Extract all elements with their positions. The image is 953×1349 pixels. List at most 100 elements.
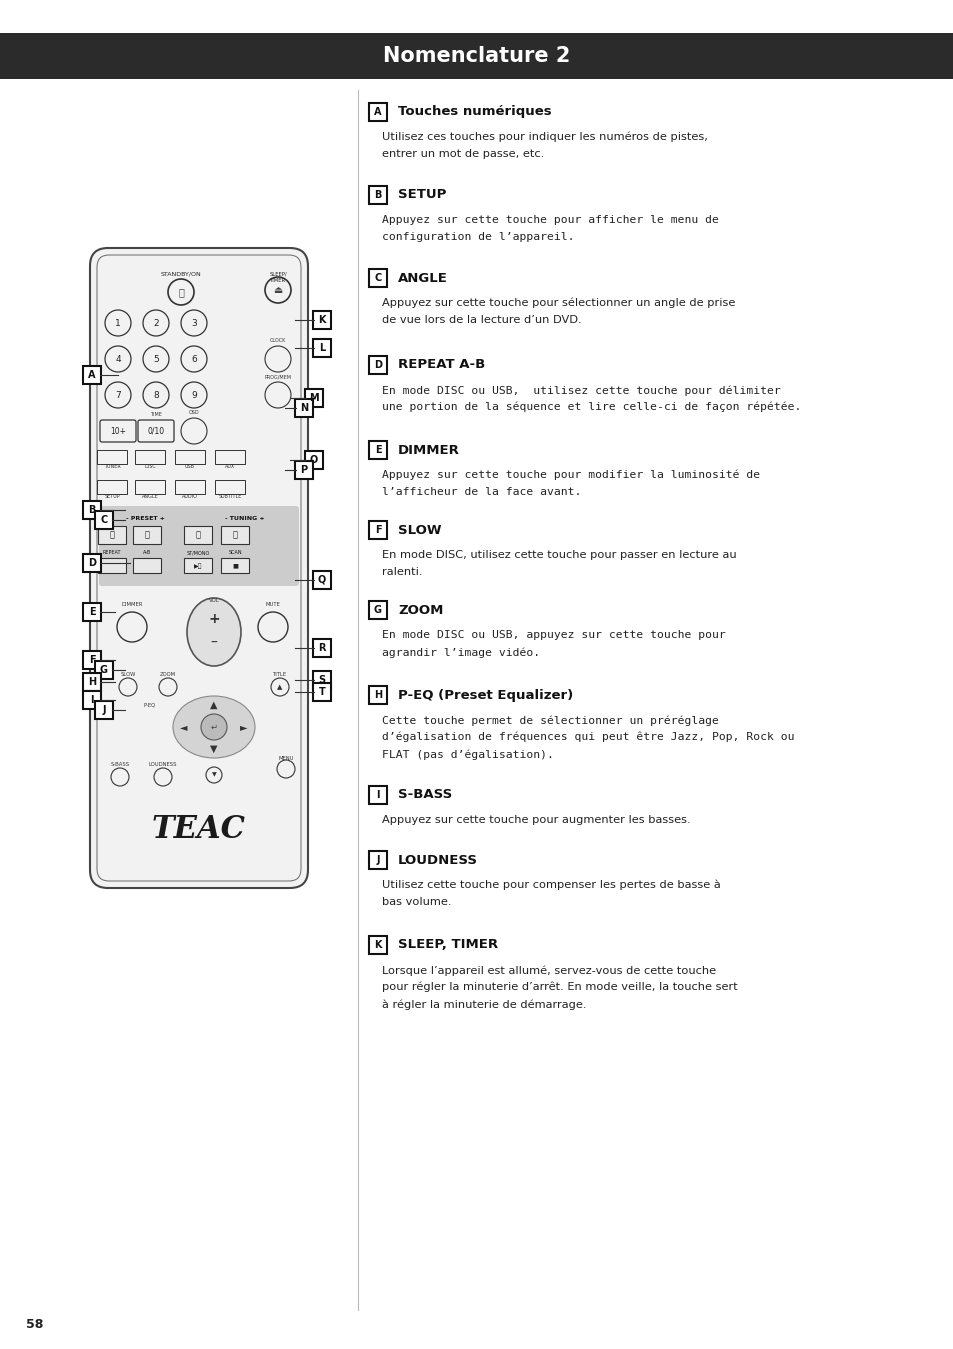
Text: R: R	[318, 643, 325, 653]
Text: AUDIO: AUDIO	[182, 495, 197, 499]
FancyBboxPatch shape	[305, 389, 323, 407]
FancyBboxPatch shape	[98, 526, 126, 544]
FancyBboxPatch shape	[369, 186, 387, 204]
Text: S-BASS: S-BASS	[397, 789, 452, 801]
Text: MUTE: MUTE	[265, 603, 280, 607]
Text: B: B	[374, 190, 381, 200]
Text: TEAC: TEAC	[152, 815, 246, 846]
Text: C: C	[374, 272, 381, 283]
Text: Appuyez sur cette touche pour afficher le menu de: Appuyez sur cette touche pour afficher l…	[381, 214, 719, 225]
FancyBboxPatch shape	[369, 602, 387, 619]
Text: E: E	[375, 445, 381, 455]
FancyBboxPatch shape	[305, 451, 323, 469]
Text: VOL: VOL	[209, 599, 219, 603]
FancyBboxPatch shape	[294, 399, 313, 417]
Text: C: C	[100, 515, 108, 525]
Text: 3: 3	[191, 318, 196, 328]
Text: ▲: ▲	[210, 700, 217, 710]
Ellipse shape	[187, 598, 241, 666]
Text: ZOOM: ZOOM	[160, 673, 176, 677]
Text: ►: ►	[240, 722, 248, 733]
Text: Appuyez sur cette touche pour modifier la luminosité de: Appuyez sur cette touche pour modifier l…	[381, 469, 760, 480]
Text: USB: USB	[185, 464, 194, 469]
Text: P: P	[300, 465, 307, 475]
FancyBboxPatch shape	[95, 701, 112, 719]
Text: TIME: TIME	[150, 413, 162, 417]
Text: AUX: AUX	[225, 464, 234, 469]
FancyBboxPatch shape	[135, 451, 165, 464]
Text: 5: 5	[153, 355, 159, 363]
FancyBboxPatch shape	[100, 420, 136, 442]
FancyBboxPatch shape	[83, 500, 101, 519]
Text: de vue lors de la lecture d’un DVD.: de vue lors de la lecture d’un DVD.	[381, 316, 581, 325]
FancyBboxPatch shape	[174, 480, 205, 494]
FancyBboxPatch shape	[369, 851, 387, 869]
Text: N: N	[299, 403, 308, 413]
FancyBboxPatch shape	[184, 526, 212, 544]
Text: I: I	[375, 791, 379, 800]
Text: 4: 4	[115, 355, 121, 363]
FancyBboxPatch shape	[90, 248, 308, 888]
FancyBboxPatch shape	[369, 936, 387, 954]
Text: SLOW: SLOW	[120, 673, 135, 677]
Text: G: G	[374, 604, 381, 615]
FancyBboxPatch shape	[83, 554, 101, 572]
FancyBboxPatch shape	[95, 511, 112, 529]
Text: ANGLE: ANGLE	[397, 271, 447, 285]
FancyBboxPatch shape	[174, 451, 205, 464]
FancyBboxPatch shape	[184, 558, 212, 573]
Text: ▼: ▼	[210, 745, 217, 754]
Text: ↵: ↵	[211, 723, 217, 731]
Text: ⏻: ⏻	[178, 287, 184, 297]
Text: ⏩: ⏩	[144, 530, 150, 540]
FancyBboxPatch shape	[97, 480, 127, 494]
FancyBboxPatch shape	[135, 480, 165, 494]
Text: ANGLE: ANGLE	[141, 495, 158, 499]
Text: K: K	[318, 316, 325, 325]
Text: ⏭: ⏭	[233, 530, 237, 540]
Text: ZOOM: ZOOM	[397, 603, 443, 616]
Text: 7: 7	[115, 390, 121, 399]
Text: S: S	[318, 674, 325, 685]
Text: SETUP: SETUP	[397, 189, 446, 201]
Text: A-B: A-B	[143, 550, 151, 556]
FancyBboxPatch shape	[97, 451, 127, 464]
FancyBboxPatch shape	[221, 526, 249, 544]
Text: 6: 6	[191, 355, 196, 363]
Text: ▼: ▼	[212, 773, 216, 777]
Text: G: G	[100, 665, 108, 674]
Text: OSD: OSD	[189, 410, 199, 415]
Text: REPEAT A-B: REPEAT A-B	[397, 359, 485, 371]
Text: DIMMER: DIMMER	[121, 603, 143, 607]
Text: P-EQ: P-EQ	[144, 703, 156, 707]
FancyBboxPatch shape	[83, 691, 101, 710]
Circle shape	[201, 714, 227, 741]
FancyBboxPatch shape	[313, 683, 331, 701]
Text: A: A	[374, 107, 381, 117]
FancyBboxPatch shape	[83, 366, 101, 384]
Text: H: H	[374, 689, 381, 700]
Text: ralenti.: ralenti.	[381, 567, 422, 577]
Text: D: D	[88, 558, 96, 568]
Text: 0/10: 0/10	[148, 426, 164, 436]
FancyBboxPatch shape	[294, 461, 313, 479]
Text: F: F	[375, 525, 381, 536]
FancyBboxPatch shape	[313, 312, 331, 329]
FancyBboxPatch shape	[369, 521, 387, 540]
FancyBboxPatch shape	[369, 356, 387, 374]
FancyBboxPatch shape	[99, 506, 298, 585]
Text: ⏮: ⏮	[195, 530, 200, 540]
Text: H: H	[88, 677, 96, 687]
Text: DISC: DISC	[144, 464, 155, 469]
FancyBboxPatch shape	[214, 480, 245, 494]
FancyBboxPatch shape	[98, 558, 126, 573]
Text: pour régler la minuterie d’arrêt. En mode veille, la touche sert: pour régler la minuterie d’arrêt. En mod…	[381, 982, 737, 993]
Text: ▶⏸: ▶⏸	[193, 563, 202, 569]
Text: REPEAT: REPEAT	[103, 550, 121, 556]
Text: 9: 9	[191, 390, 196, 399]
Text: agrandir l’image vidéo.: agrandir l’image vidéo.	[381, 648, 539, 657]
Text: Touches numériques: Touches numériques	[397, 105, 551, 119]
Text: Utilisez cette touche pour compenser les pertes de basse à: Utilisez cette touche pour compenser les…	[381, 880, 720, 890]
Text: configuration de l’appareil.: configuration de l’appareil.	[381, 232, 574, 241]
Text: –: –	[211, 635, 217, 650]
